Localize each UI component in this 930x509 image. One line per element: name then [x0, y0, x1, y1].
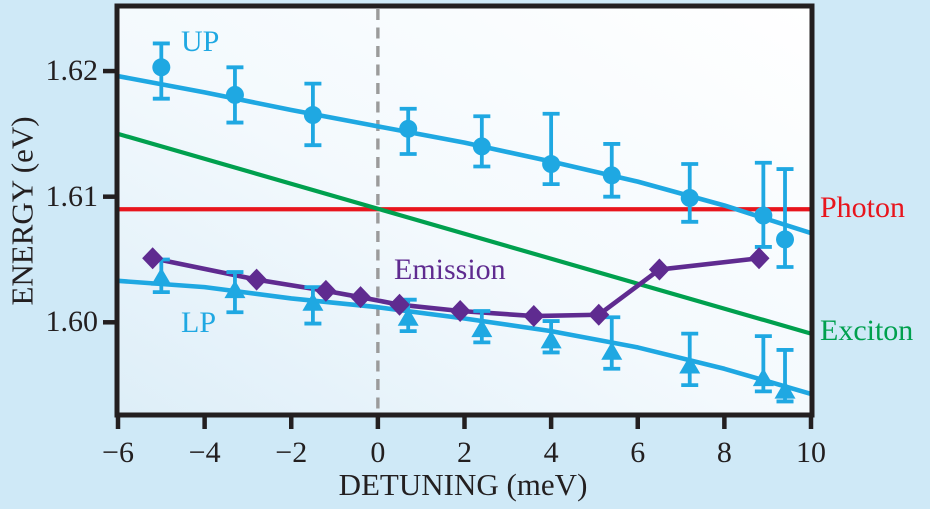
x-tick-label: 8: [716, 436, 732, 469]
y-axis-title: ENERGY (eV): [4, 116, 40, 306]
photon-line-label: Photon: [820, 191, 906, 224]
up-data-point: [776, 230, 795, 249]
y-tick-label: 1.60: [45, 305, 99, 339]
x-tick-label: 4: [543, 436, 559, 469]
x-tick-label: 10: [796, 436, 826, 469]
exciton-line: [117, 131, 812, 336]
x-tick-label: −6: [102, 436, 134, 469]
up-data-point: [754, 206, 773, 225]
lp-data-point: [224, 280, 246, 299]
y-tick-label: 1.62: [45, 54, 99, 88]
lp-data-point: [601, 341, 623, 360]
x-axis-title: DETUNING (meV): [338, 467, 588, 502]
y-tick-label: 1.61: [45, 179, 99, 213]
lp-data-point: [302, 292, 324, 311]
emission-data-point: [523, 305, 545, 328]
lp-data-point: [397, 307, 419, 326]
emission-line: [152, 255, 760, 319]
x-tick-label: 0: [370, 436, 386, 469]
up-data-point: [542, 155, 561, 174]
lower-polariton-label: LP: [181, 306, 217, 339]
emission-data-point: [315, 279, 337, 302]
emission-data-point: [350, 286, 372, 309]
lp-data-point: [150, 267, 172, 286]
emission-data-point: [389, 293, 411, 316]
x-tick-label: 6: [630, 436, 646, 469]
emission-series-label: Emission: [394, 253, 506, 286]
upper-polariton-label: UP: [181, 25, 220, 58]
up-data-point: [680, 188, 699, 207]
emission-data-point: [588, 303, 610, 326]
emission-data-point: [648, 258, 670, 281]
x-tick-label: 2: [457, 436, 472, 469]
up-data-point: [602, 166, 621, 185]
emission-data-point: [449, 299, 471, 322]
x-tick-label: −4: [188, 436, 221, 469]
exciton-line-label: Exciton: [820, 314, 914, 347]
emission-data-point: [142, 247, 164, 270]
up-data-point: [303, 106, 322, 125]
emission-data-point: [246, 268, 268, 291]
lp-data-point: [752, 368, 774, 387]
up-data-point: [225, 85, 244, 104]
up-data-point: [152, 58, 171, 77]
lp-data-point: [540, 330, 562, 349]
up-data-point: [399, 119, 418, 138]
up-data-point: [472, 137, 491, 156]
lp-data-point: [679, 355, 701, 374]
x-tick-label: −2: [275, 436, 308, 469]
lp-data-point: [774, 380, 796, 399]
plot-frame: [114, 3, 815, 418]
emission-data-point: [748, 247, 770, 270]
lp-data-point: [471, 319, 493, 338]
